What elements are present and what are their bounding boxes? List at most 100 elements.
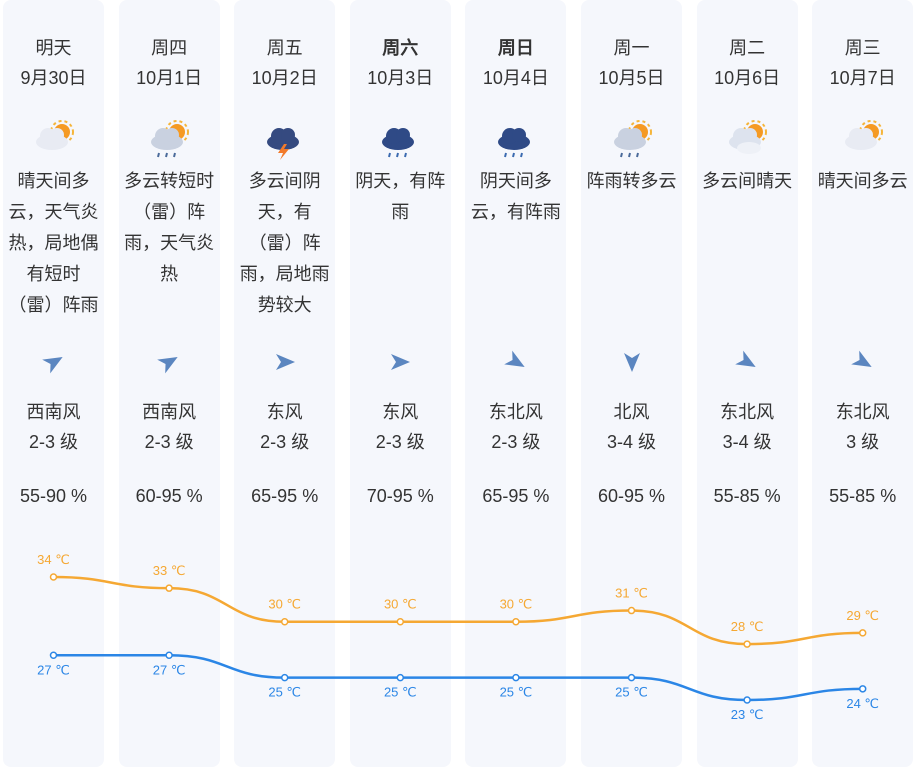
day: 周六 <box>382 38 419 58</box>
day-column: 周二 10月6日 多云间晴天 东北风 3-4 级 55-85 % <box>696 0 798 767</box>
temperature-label: 34 ℃ <box>37 552 70 567</box>
point <box>280 617 289 626</box>
humidity: 55-85 % <box>829 486 897 506</box>
wind-icon <box>812 350 913 379</box>
wind-level: 2-3 级 <box>28 432 79 452</box>
icon <box>35 120 74 150</box>
day-column: 周五 10月2日多云间阴天，有（雷）阵雨，局地雨势较大东风 2-3 级 65-95 % <box>234 0 336 767</box>
temperature-label: 23 ℃ <box>731 707 764 722</box>
point <box>280 673 289 682</box>
icon <box>151 120 190 158</box>
temperature-label: 33 ℃ <box>153 563 186 578</box>
icon <box>497 128 530 158</box>
date: 9月30日 <box>20 68 87 88</box>
point <box>512 617 520 626</box>
wind-icon <box>697 350 798 379</box>
point <box>165 651 173 660</box>
arrow <box>275 354 295 370</box>
arrow <box>41 357 63 374</box>
day: 周三 <box>844 38 881 58</box>
day: 周二 <box>729 38 766 58</box>
date: 10月6日 <box>714 68 781 88</box>
wind-icon <box>350 350 451 379</box>
wind-icon <box>119 350 220 379</box>
wind-level: 2-3 级 <box>375 432 425 452</box>
weather-icon <box>581 118 682 167</box>
weather-icon <box>350 118 451 167</box>
humidity: 60-95 % <box>597 486 666 506</box>
wind-dir: 西南风 <box>142 402 197 422</box>
temperature-label: 25 ℃ <box>500 685 533 700</box>
date: 10月4日 <box>482 68 549 88</box>
arrow <box>623 353 640 372</box>
desc: 阵雨转多云 <box>586 171 677 191</box>
icon <box>613 120 652 158</box>
temperature-label: 27 ℃ <box>37 662 70 677</box>
weather-icon <box>3 118 104 167</box>
icon <box>729 120 768 154</box>
wind-level: 3 级 <box>846 432 880 452</box>
point <box>512 673 520 682</box>
desc: 晴天间多云 <box>817 171 908 191</box>
day: 周一 <box>613 38 650 58</box>
icon <box>382 128 415 158</box>
arrow <box>157 357 178 374</box>
day: 明天 <box>35 38 72 58</box>
day-column: 周四 10月1日 多云转短时（雷）阵雨，天气炎热 西南风 2-3 级 60-95 % <box>118 0 220 767</box>
arrow <box>504 350 525 367</box>
temperature-label: 25 ℃ <box>384 685 417 700</box>
weather-icon <box>234 118 335 167</box>
weather-icon <box>119 118 220 167</box>
wind-dir: 东风 <box>266 402 303 422</box>
humidity: 55-90 % <box>19 486 88 506</box>
day-column: 周日 10月4日 阴天间多云，有阵雨 东北风 2-3 级 65-95 % <box>465 0 567 767</box>
point <box>396 617 405 626</box>
weather-icon <box>812 118 913 167</box>
temperature-label: 25 ℃ <box>268 685 301 700</box>
temperature-label: 30 ℃ <box>500 597 533 612</box>
wind-level: 2-3 级 <box>491 432 541 452</box>
desc: 阴天间多云，有阵雨 <box>470 171 561 222</box>
desc: 多云转短时（雷）阵雨，天气炎热 <box>124 171 215 284</box>
humidity: 60-95 % <box>135 486 203 506</box>
desc: 阴天，有阵雨 <box>355 171 446 222</box>
day: 周日 <box>497 38 534 58</box>
wind-dir: 北风 <box>613 402 650 422</box>
point <box>743 696 751 704</box>
temperature-label: 28 ℃ <box>731 619 764 634</box>
point <box>743 640 751 648</box>
point <box>627 606 636 615</box>
wind-icon <box>581 350 682 379</box>
temperature-label: 31 ℃ <box>615 586 648 601</box>
temperature-label: 25 ℃ <box>615 685 648 700</box>
wind-dir: 西南风 <box>26 402 81 422</box>
desc: 多云间晴天 <box>702 171 793 191</box>
desc: 晴天间多云，天气炎热，局地偶有短时（雷）阵雨 <box>8 171 99 315</box>
point <box>49 651 58 660</box>
icon <box>844 120 883 150</box>
date: 10月7日 <box>829 68 896 88</box>
arrow <box>735 350 756 367</box>
temperature-label: 24 ℃ <box>846 696 879 711</box>
humidity: 70-95 % <box>366 486 434 506</box>
desc: 多云间阴天，有（雷）阵雨，局地雨势较大 <box>239 171 330 315</box>
weather-icon <box>697 118 798 167</box>
wind-icon <box>3 350 104 379</box>
humidity: 65-95 % <box>251 486 319 506</box>
temperature-label: 30 ℃ <box>268 597 301 612</box>
temperature-label: 29 ℃ <box>846 608 879 623</box>
wind-level: 3-4 级 <box>606 432 657 452</box>
wind-dir: 东北风 <box>488 402 543 422</box>
wind-level: 2-3 级 <box>260 432 310 452</box>
point <box>396 673 405 682</box>
wind-level: 2-3 级 <box>144 432 194 452</box>
wind-icon <box>234 350 335 379</box>
temperature-label: 30 ℃ <box>384 597 417 612</box>
day: 周五 <box>266 38 303 58</box>
date: 10月2日 <box>251 68 318 88</box>
wind-dir: 东风 <box>382 402 419 422</box>
point <box>49 573 58 581</box>
point <box>858 629 867 637</box>
temperature-line <box>53 575 863 646</box>
day-column: 周一 10月5日 阵雨转多云 北风 3-4 级 60-95 % <box>581 0 682 767</box>
